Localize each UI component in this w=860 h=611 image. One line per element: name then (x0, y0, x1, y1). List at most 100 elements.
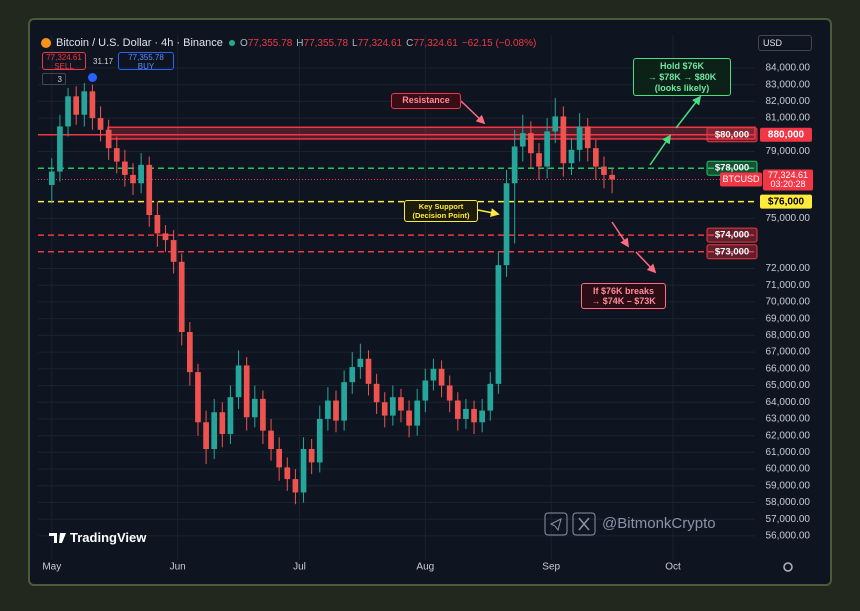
y-tick-label: 81,000.00 (766, 113, 811, 124)
axes: 56,000.00 57,000.00 58,000.00 59,000.00 60,0… (42, 63, 813, 573)
y-tick-label: 57,000.00 (766, 514, 811, 525)
candle-body (609, 174, 615, 180)
candle-body (235, 365, 242, 398)
candle-body (219, 412, 226, 434)
x-glyph (578, 517, 590, 531)
annotation-line: Hold $76K (659, 61, 704, 71)
price-tag (763, 169, 813, 191)
candle-body (463, 408, 469, 419)
tradingview-logo: TradingView (70, 530, 147, 545)
y-tick-label: 75,000.00 (766, 213, 811, 224)
grid (38, 35, 755, 560)
candle-body (243, 365, 250, 418)
axis-tag (760, 127, 812, 142)
annotation-line: (looks likely) (654, 83, 710, 93)
candle-body (406, 410, 412, 426)
annotation-resistance: Resistance (391, 93, 461, 109)
candle-body (316, 418, 323, 463)
level-tag-label: $80,000 (715, 129, 749, 140)
y-tick-label: 71,000.00 (766, 280, 811, 291)
candle-body (552, 116, 559, 132)
y-tick-label: 69,000.00 (766, 313, 811, 324)
telegram-glyph (549, 518, 562, 532)
level-tag-label: $78,000 (715, 163, 749, 174)
candle-body (308, 449, 315, 463)
candle-body (203, 422, 209, 450)
level-tag (706, 227, 758, 243)
chart-title: Bitcoin / U.S. Dollar · 4h · Binance (56, 37, 223, 49)
candle-body (381, 402, 388, 416)
ohlc-key: L (352, 38, 358, 49)
candle-body (227, 397, 234, 434)
candle-body (511, 146, 518, 184)
arrow (460, 100, 486, 125)
currency-dropdown[interactable]: USD (758, 35, 812, 51)
y-tick-label: 62,000.00 (766, 430, 811, 441)
candle-body (430, 368, 437, 381)
ohlc-key: C (406, 38, 414, 49)
candle-body (300, 449, 307, 493)
ohlc-key: O (240, 38, 248, 49)
candle-body (170, 240, 177, 262)
sell-button[interactable]: 77,324.61 SELL (42, 52, 86, 71)
annotation-line: If $76K breaks (592, 286, 655, 296)
candle-body (146, 164, 153, 216)
candle-body (178, 261, 185, 333)
candle-body (438, 368, 445, 386)
ohlc-value: 77,355.78 (247, 38, 293, 49)
x-tick-label: Jun (170, 562, 186, 573)
settings-icon[interactable] (783, 562, 793, 572)
annotation-line: Resistance (402, 95, 450, 105)
x-icon (572, 512, 596, 536)
y-tick-label: 72,000.00 (766, 263, 811, 274)
annotation-hold: Hold $76K → $78K → $80K (looks likely) (633, 58, 731, 96)
candle-body (325, 400, 331, 419)
axis-tag (760, 194, 812, 209)
price-tag-label: 77,324.61 (768, 170, 808, 180)
candle-body (373, 383, 380, 403)
candle-body (113, 148, 120, 162)
symbol-tag (720, 172, 762, 187)
candle-body (568, 149, 575, 164)
candle-body (349, 367, 356, 383)
watermark: @BitmonkCrypto (602, 515, 716, 532)
indicator-icon (88, 73, 97, 82)
annotation-line: → $78K → $80K (647, 72, 717, 82)
annotation-line: (Decision Point) (412, 210, 470, 220)
y-tick-label: 82,000.00 (766, 96, 811, 107)
candle-body (211, 412, 218, 450)
ohlc-value: 77,355.78 (303, 38, 349, 49)
candle-body (357, 358, 364, 368)
candle-body (89, 91, 96, 119)
buy-button[interactable]: 77,355.78 BUY (118, 52, 174, 71)
buy-label: BUY (137, 62, 155, 71)
candle-body (495, 265, 502, 384)
candle-body (260, 398, 266, 431)
ohlc-value: 77,324.61 (413, 38, 458, 49)
indicator-count[interactable]: 3 (42, 73, 66, 85)
candle-body (414, 400, 421, 426)
ohlc-change: −62.15 (−0.08%) (461, 38, 537, 49)
y-tick-label: 70,000.00 (766, 297, 811, 308)
countdown: 03:20:28 (770, 179, 805, 189)
y-tick-label: 67,000.00 (766, 347, 811, 358)
candle-body (536, 153, 542, 167)
telegram-icon (544, 512, 568, 536)
candle-body (122, 161, 128, 175)
x-tick-label: May (42, 562, 61, 573)
candle-body (48, 171, 55, 185)
ohlc: O77,355.78 H77,355.78 L77,324.61 C77,324.61… (240, 38, 536, 49)
coin-icon (41, 38, 51, 48)
levels (38, 126, 756, 253)
candle-body (390, 397, 396, 416)
candle-body (276, 449, 283, 468)
level-tag (706, 127, 758, 143)
y-tick-label: 66,000.00 (766, 363, 811, 374)
x-tick-label: Sep (542, 562, 560, 573)
x-tick-label: Oct (665, 562, 681, 573)
symbol-tag-label: BTCUSD (722, 174, 760, 184)
tv-logo-mark (49, 533, 66, 543)
candle-body (65, 96, 71, 127)
status-dot (229, 40, 235, 46)
